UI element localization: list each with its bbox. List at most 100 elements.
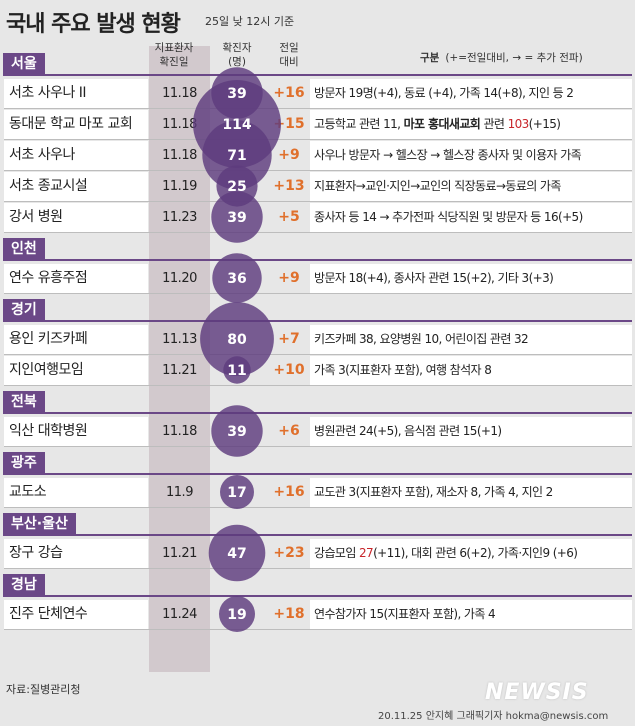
index-date: 11.21 [162, 363, 197, 378]
region-header: 경남 [0, 573, 635, 597]
highlight-number: 103 [507, 117, 530, 131]
row-divider [4, 385, 632, 386]
cluster-description: 사우나 방문자 → 헬스장 → 헬스장 종사자 및 이용자 가족 [310, 141, 632, 170]
cluster-description: 방문자 18(+4), 종사자 관련 15(+2), 기타 3(+3) [310, 264, 632, 293]
region-tab: 광주 [3, 452, 45, 475]
index-date: 11.20 [162, 271, 197, 286]
cluster-name: 교도소 [4, 478, 148, 507]
table-row: 교도소 11.9 +16 교도관 3(지표환자 포함), 재소자 8, 가족 4, 지… [0, 478, 635, 508]
highlight-number: 27 [358, 546, 374, 560]
region-rule [3, 412, 632, 414]
row-divider [4, 568, 632, 569]
description-segment: 종사자 등 14 → 추가전파 식당직원 및 방문자 등 16(+5) [314, 210, 583, 224]
daily-change: +5 [278, 209, 300, 225]
cluster-description: 방문자 19명(+4), 동료 (+4), 가족 14(+8), 지인 등 2 [310, 79, 632, 108]
change-header-line2: 대비 [279, 56, 299, 68]
row-divider [4, 293, 632, 294]
region-tab: 부산·울산 [3, 513, 76, 536]
region-rule [3, 473, 632, 475]
table-row: 서초 사우나 II 11.18 +16 방문자 19명(+4), 동료 (+4), 가… [0, 79, 635, 109]
cluster-description: 고등학교 관련 11, 마포 홍대새교회 관련 103(+15) [310, 110, 632, 139]
cluster-name: 서초 사우나 II [4, 79, 148, 108]
row-divider [4, 201, 632, 202]
cluster-description: 키즈카페 38, 요양병원 10, 어린이집 관련 32 [310, 325, 632, 354]
daily-change: +10 [273, 362, 305, 378]
description-segment: 키즈카페 38, 요양병원 10, 어린이집 관련 32 [314, 332, 529, 346]
description-segment: 사우나 방문자 → 헬스장 → 헬스장 종사자 및 이용자 가족 [314, 148, 582, 162]
description-segment: 교도관 3(지표환자 포함), 재소자 8, 가족 4, 지인 2 [314, 485, 553, 499]
region-header: 광주 [0, 451, 635, 475]
row-divider [4, 446, 632, 447]
index-date: 11.19 [162, 179, 197, 194]
row-divider [4, 507, 632, 508]
daily-change: +15 [273, 116, 305, 132]
description-segment: 병원관련 24(+5), 음식점 관련 15(+1) [314, 424, 502, 438]
index-date: 11.18 [162, 117, 197, 132]
cluster-description: 교도관 3(지표환자 포함), 재소자 8, 가족 4, 지인 2 [310, 478, 632, 507]
table-row: 연수 유흥주점 11.20 +9 방문자 18(+4), 종사자 관련 15(+2),… [0, 264, 635, 294]
cluster-name: 강서 병원 [4, 203, 148, 232]
cluster-name: 익산 대학병원 [4, 417, 148, 446]
date-header-line1: 지표환자 [154, 42, 194, 54]
index-date: 11.18 [162, 148, 197, 163]
index-date: 11.21 [162, 546, 197, 561]
date-header-line2: 확진일 [159, 56, 189, 68]
cluster-name: 지인여행모임 [4, 356, 148, 385]
daily-change: +16 [273, 484, 305, 500]
region-rule [3, 74, 632, 76]
row-divider [4, 108, 632, 109]
credit-line: 20.11.25 안지혜 그래픽기자 hokma@newsis.com [378, 711, 609, 722]
change-header-line1: 전일 [279, 42, 299, 54]
daily-change: +9 [278, 270, 300, 286]
newsis-logo: NEWSIS [485, 680, 589, 705]
table-row: 익산 대학병원 11.18 +6 병원관련 24(+5), 음식점 관련 15(+1) [0, 417, 635, 447]
description-segment: 마포 홍대새교회 [403, 117, 481, 131]
index-date: 11.13 [162, 332, 197, 347]
region-tab: 서울 [3, 53, 45, 76]
region-header: 전북 [0, 390, 635, 414]
confirmed-column-header: 확진자 (명) [208, 41, 266, 69]
description-segment: 고등학교 관련 11, [314, 117, 404, 131]
table-row: 동대문 학교 마포 교회 11.18 +15 고등학교 관련 11, 마포 홍대새교회… [0, 110, 635, 140]
region-header: 부산·울산 [0, 512, 635, 536]
cluster-description: 가족 3(지표환자 포함), 여행 참석자 8 [310, 356, 632, 385]
row-divider [4, 170, 632, 171]
description-segment: 지표환자→교인·지인→교인의 직장동료→동료의 가족 [314, 179, 561, 193]
cluster-name: 진주 단체연수 [4, 600, 148, 629]
region-header: 서울 [0, 52, 635, 76]
table-row: 진주 단체연수 11.24 +18 연수참가자 15(지표환자 포함), 가족 4 [0, 600, 635, 630]
region-tab: 경남 [3, 574, 45, 597]
row-divider [4, 629, 632, 630]
region-header: 인천 [0, 237, 635, 261]
cluster-description: 지표환자→교인·지인→교인의 직장동료→동료의 가족 [310, 172, 632, 201]
description-segment: 방문자 18(+4), 종사자 관련 15(+2), 기타 3(+3) [314, 271, 554, 285]
confirmed-header-line2: (명) [228, 56, 246, 68]
daily-change: +6 [278, 423, 300, 439]
cluster-name: 서초 종교시설 [4, 172, 148, 201]
description-segment: 관련 [480, 117, 508, 131]
cluster-description: 종사자 등 14 → 추가전파 식당직원 및 방문자 등 16(+5) [310, 203, 632, 232]
region-tab: 인천 [3, 238, 45, 261]
table-row: 강서 병원 11.23 +5 종사자 등 14 → 추가전파 식당직원 및 방문자 등… [0, 203, 635, 233]
page-title: 국내 주요 발생 현황 [6, 12, 181, 37]
region-header: 경기 [0, 298, 635, 322]
table-row: 서초 종교시설 11.19 +13 지표환자→교인·지인→교인의 직장동료→동료의 가… [0, 172, 635, 202]
page-subtitle: 25일 낮 12시 기준 [205, 15, 295, 28]
table-row: 지인여행모임 11.21 +10 가족 3(지표환자 포함), 여행 참석자 8 [0, 356, 635, 386]
cluster-description: 병원관련 24(+5), 음식점 관련 15(+1) [310, 417, 632, 446]
daily-change: +7 [278, 331, 300, 347]
region-rule [3, 320, 632, 322]
index-date: 11.18 [162, 86, 197, 101]
cluster-name: 연수 유흥주점 [4, 264, 148, 293]
description-segment: (+15) [528, 117, 561, 131]
cluster-description: 강습모임 27(+11), 대회 관련 6(+2), 가족·지인9 (+6) [310, 539, 632, 568]
cluster-name: 동대문 학교 마포 교회 [4, 110, 148, 139]
region-rule [3, 595, 632, 597]
cluster-description: 연수참가자 15(지표환자 포함), 가족 4 [310, 600, 632, 629]
description-header-note: (+=전일대비, → = 추가 전파) [445, 52, 583, 64]
index-date: 11.24 [162, 607, 197, 622]
description-segment: 방문자 19명(+4), 동료 (+4), 가족 14(+8), 지인 등 2 [314, 86, 574, 100]
daily-change: +18 [273, 606, 305, 622]
index-date: 11.9 [166, 485, 193, 500]
table-row: 장구 강습 11.21 +23 강습모임 27(+11), 대회 관련 6(+2), … [0, 539, 635, 569]
